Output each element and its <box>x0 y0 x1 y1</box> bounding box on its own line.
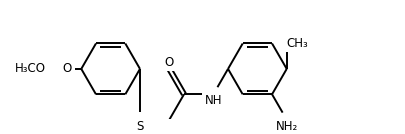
Text: O: O <box>62 62 71 75</box>
Text: NH₂: NH₂ <box>275 120 297 133</box>
Text: NH: NH <box>204 94 222 107</box>
Text: O: O <box>164 56 173 69</box>
Text: CH₃: CH₃ <box>286 37 308 50</box>
Text: H₃CO: H₃CO <box>15 62 46 75</box>
Text: S: S <box>136 120 143 133</box>
